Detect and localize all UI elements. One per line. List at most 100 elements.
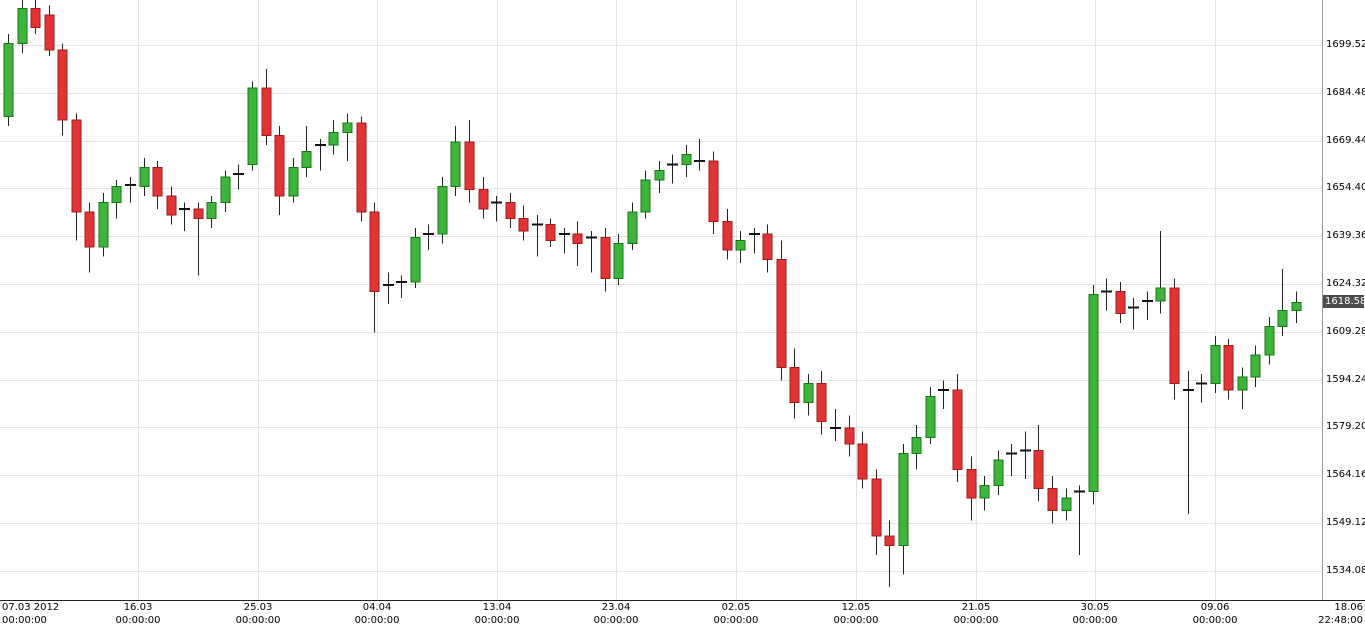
doji-dash	[125, 183, 136, 186]
doji-dash	[1074, 490, 1085, 493]
candle-body-down	[572, 233, 583, 245]
time-tick-time: 00:00:00	[1192, 615, 1238, 626]
candle-body-up	[735, 240, 746, 251]
price-tick-label: 1684.48	[1326, 86, 1365, 98]
candle-body-up	[3, 42, 14, 118]
candle-body-down	[166, 195, 177, 216]
candle-body-up	[627, 211, 638, 245]
time-tick-time: 00:00:00	[115, 615, 161, 626]
doji-dash	[1142, 299, 1153, 302]
candle-body-down	[762, 233, 773, 261]
time-tick-date: 30.05	[1080, 602, 1110, 613]
time-tick-date: 16.03	[123, 602, 153, 613]
candle-body-down	[952, 389, 963, 470]
candle-body-up	[803, 383, 814, 404]
time-tick-time: 00:00:00	[713, 615, 759, 626]
time-tick-label: 25.03 00:00:00	[236, 602, 281, 627]
price-axis[interactable]: 1618.58 1699.52 1684.48 1669.44 1654.40 1639…	[1322, 0, 1365, 600]
time-tick-label: 07.03 2012 00:00:00	[2, 602, 59, 627]
time-tick-date: 02.05	[721, 602, 751, 613]
candle-body-up	[98, 201, 109, 248]
time-tick-label: 04.04 00:00:00	[355, 602, 400, 627]
candle-body-down	[1115, 290, 1126, 315]
candle-body-down	[1033, 449, 1044, 489]
candle-body-down	[789, 367, 800, 404]
price-tick-label: 1534.08	[1326, 564, 1365, 576]
candle-body-down	[505, 201, 516, 219]
candle-body-down	[857, 443, 868, 480]
candle-body-up	[979, 484, 990, 499]
time-tick-time: 00:00:00	[354, 615, 400, 626]
time-tick-time: 00:00:00	[833, 615, 879, 626]
candle-body-up	[925, 395, 936, 439]
candle-body-up	[342, 122, 353, 133]
doji-dash	[667, 163, 678, 166]
doji-dash	[1020, 449, 1031, 452]
doji-dash	[532, 223, 543, 226]
price-tick-label: 1594.24	[1326, 373, 1365, 385]
time-axis[interactable]: 07.03 2012 00:00:00 16.03 00:00:00 25.03 00:0…	[0, 600, 1365, 639]
doji-dash	[694, 160, 705, 163]
doji-dash	[938, 388, 949, 391]
candle-body-down	[545, 224, 556, 242]
time-tick-label: 09.06 00:00:00	[1193, 602, 1238, 627]
candle-body-up	[1237, 376, 1248, 391]
time-tick-label: 16.03 00:00:00	[116, 602, 161, 627]
time-tick-label: 21.05 00:00:00	[954, 602, 999, 627]
chart-plot-area[interactable]	[0, 0, 1322, 600]
doji-dash	[586, 236, 597, 239]
time-tick-time: 00:00:00	[474, 615, 520, 626]
candle-body-up	[1264, 325, 1275, 356]
candle-body-up	[288, 166, 299, 197]
price-tick-label: 1669.44	[1326, 134, 1365, 146]
candle-body-up	[1088, 294, 1099, 493]
doji-dash	[830, 427, 841, 430]
candle-body-down	[966, 468, 977, 499]
candle-body-down	[193, 208, 204, 219]
candle-body-down	[518, 217, 529, 232]
candle-body-up	[111, 186, 122, 203]
candle-body-down	[884, 535, 895, 547]
candle-body-up	[247, 87, 258, 165]
price-tick-label: 1624.32	[1326, 278, 1365, 290]
doji-dash	[491, 201, 502, 204]
time-tick-label: 18.06 22:48:00	[1318, 602, 1363, 627]
candle-body-down	[71, 119, 82, 213]
time-tick-date: 25.03	[243, 602, 273, 613]
candle-body-up	[1277, 309, 1288, 327]
candle-body-up	[1250, 354, 1261, 378]
candle-body-up	[1291, 301, 1302, 311]
price-tick-label: 1609.28	[1326, 325, 1365, 337]
doji-dash	[423, 233, 434, 236]
candle-body-down	[844, 427, 855, 445]
candle-body-down	[30, 8, 41, 29]
candle-body-down	[369, 211, 380, 292]
candle-body-down	[274, 135, 285, 197]
candle-body-down	[600, 236, 611, 280]
doji-dash	[1196, 382, 1207, 385]
candle-body-up	[437, 186, 448, 235]
candle-body-down	[44, 14, 55, 51]
time-tick-time: 00:00:00	[953, 615, 999, 626]
time-tick-date: 23.04	[601, 602, 631, 613]
time-tick-label: 13.04 00:00:00	[475, 602, 520, 627]
candle-body-up	[613, 243, 624, 280]
time-tick-time: 00:00:00	[593, 615, 639, 626]
time-tick-time: 00:00:00	[1072, 615, 1118, 626]
candle-body-up	[993, 459, 1004, 486]
price-tick-label: 1639.36	[1326, 230, 1365, 242]
candle-body-up	[17, 8, 28, 44]
candle-body-down	[464, 141, 475, 191]
price-tick-label: 1699.52	[1326, 39, 1365, 50]
candle-body-down	[871, 478, 882, 537]
candle-body-down	[84, 211, 95, 248]
candle-body-down	[722, 220, 733, 251]
price-tick-label: 1579.20	[1326, 421, 1365, 433]
time-tick-time: 00:00:00	[2, 615, 47, 626]
candle-body-up	[654, 170, 665, 181]
doji-dash	[1128, 306, 1139, 309]
candle-body-down	[708, 160, 719, 222]
candlestick-chart	[0, 0, 1322, 600]
time-tick-date: 09.06	[1200, 602, 1230, 613]
time-tick-label: 02.05 00:00:00	[713, 602, 758, 627]
